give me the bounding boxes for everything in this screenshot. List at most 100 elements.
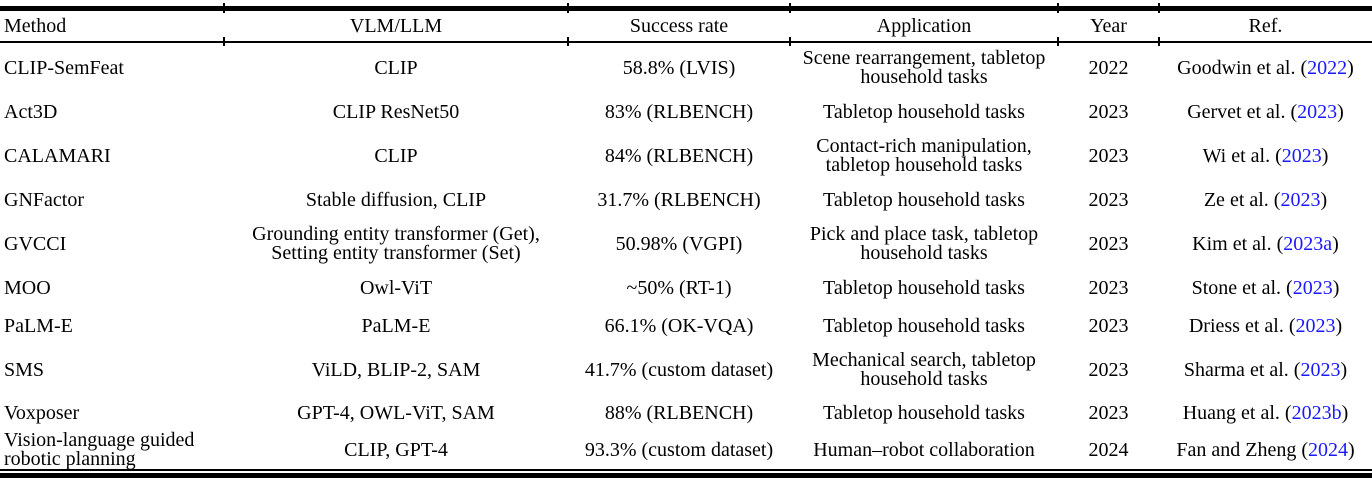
method-cell: MOO (4, 276, 51, 299)
vlm-llm-cell: Owl-ViT (359, 276, 433, 299)
ref-cell: Stone et al. (2023) (1159, 269, 1372, 307)
ref-suffix: ) (1320, 188, 1328, 211)
column-rule-tick (789, 37, 791, 46)
application-cell: Tabletop household tasks (823, 188, 1025, 211)
table-row: Vision-language guided robotic planning … (0, 430, 1372, 471)
year-cell: 2023 (1088, 100, 1129, 123)
column-rule-tick (1158, 3, 1160, 13)
method-cell: GVCCI (4, 232, 67, 255)
citation-year-link[interactable]: 2023a (1283, 232, 1333, 255)
col-header-method: Method (0, 8, 224, 43)
vlm-llm-cell: CLIP (374, 144, 418, 167)
year-cell: 2023 (1088, 188, 1129, 211)
success-rate-cell: 84% (RLBENCH) (604, 144, 754, 167)
ref-authors: Sharma et al. ( (1183, 358, 1301, 381)
method-cell: CLIP-SemFeat (4, 56, 124, 79)
ref-cell: Kim et al. (2023a) (1159, 219, 1372, 269)
ref-suffix: ) (1332, 276, 1340, 299)
column-rule-tick (223, 3, 225, 13)
col-header-year: Year (1058, 8, 1159, 43)
year-cell: 2023 (1088, 276, 1129, 299)
citation-year-link[interactable]: 2023 (1281, 144, 1322, 167)
application-cell: Scene rearrangement, tabletop household … (802, 47, 1046, 88)
year-cell: 2023 (1088, 401, 1129, 424)
ref-suffix: ) (1347, 438, 1355, 461)
column-rule-tick (1057, 37, 1059, 46)
citation-year-link[interactable]: 2023 (1295, 314, 1336, 337)
success-rate-cell: 93.3% (custom dataset) (568, 431, 790, 471)
success-rate-cell: 83% (RLBENCH) (604, 100, 754, 123)
year-cell: 2023 (1088, 314, 1129, 337)
application-cell: Contact-rich manipulation, tabletop hous… (816, 135, 1032, 176)
table-row: Act3D CLIP ResNet50 83% (RLBENCH) Tablet… (0, 93, 1372, 131)
citation-year-link[interactable]: 2023 (1292, 276, 1333, 299)
application-cell: Tabletop household tasks (823, 276, 1025, 299)
column-rule-tick (223, 37, 225, 46)
table-row: PaLM-E PaLM-E 66.1% (OK-VQA) Tabletop ho… (0, 307, 1372, 345)
column-rule-tick (1158, 37, 1160, 46)
ref-suffix: ) (1321, 144, 1329, 167)
success-rate-cell: 41.7% (custom dataset) (584, 358, 774, 381)
column-rule-tick (567, 37, 569, 46)
ref-cell: Sharma et al. (2023) (1159, 345, 1372, 395)
year-cell: 2024 (1058, 431, 1159, 471)
ref-authors: Huang et al. ( (1182, 401, 1292, 424)
table-row: CALAMARI CLIP 84% (RLBENCH) Contact-rich… (0, 131, 1372, 181)
success-rate-cell: 88% (RLBENCH) (604, 401, 754, 424)
vlm-llm-cell: ViLD, BLIP-2, SAM (311, 358, 481, 381)
citation-year-link[interactable]: 2023 (1300, 358, 1341, 381)
application-cell: Tabletop household tasks (823, 401, 1025, 424)
citation-year-link[interactable]: 2023b (1291, 401, 1342, 424)
method-cell: Voxposer (4, 401, 80, 424)
vlm-llm-cell: CLIP (374, 56, 418, 79)
ref-authors: Stone et al. ( (1191, 276, 1293, 299)
ref-cell: Ze et al. (2023) (1159, 181, 1372, 219)
method-cell: Vision-language guided robotic planning (0, 430, 224, 471)
ref-authors: Wi et al. ( (1202, 144, 1282, 167)
ref-cell: Goodwin et al. (2022) (1159, 42, 1372, 93)
ref-authors: Fan and Zheng ( (1176, 438, 1308, 461)
column-rule-tick (789, 3, 791, 13)
ref-suffix: ) (1340, 358, 1348, 381)
year-cell: 2023 (1088, 144, 1129, 167)
ref-cell: Driess et al. (2023) (1159, 307, 1372, 345)
ref-suffix: ) (1337, 100, 1344, 123)
vlm-llm-cell: CLIP ResNet50 (332, 100, 460, 123)
application-cell: Human–robot collaboration (790, 431, 1058, 471)
ref-authors: Driess et al. ( (1188, 314, 1296, 337)
ref-authors: Goodwin et al. ( (1177, 56, 1308, 79)
application-cell: Tabletop household tasks (823, 314, 1025, 337)
method-cell: GNFactor (4, 188, 84, 211)
table-row: MOO Owl-ViT ~50% (RT-1) Tabletop househo… (0, 269, 1372, 307)
success-rate-cell: 66.1% (OK-VQA) (604, 314, 754, 337)
vlm-llm-cell: GPT-4, OWL-ViT, SAM (297, 401, 495, 424)
ref-suffix: ) (1341, 401, 1349, 424)
ref-authors: Kim et al. ( (1192, 232, 1284, 255)
ref-suffix: ) (1332, 232, 1339, 255)
success-rate-cell: 31.7% (RLBENCH) (597, 188, 761, 211)
column-rule-tick (567, 3, 569, 13)
vlm-llm-cell: Stable diffusion, CLIP (305, 188, 487, 211)
citation-year-link[interactable]: 2022 (1307, 56, 1348, 79)
col-header-vlm-llm: VLM/LLM (224, 8, 568, 43)
col-header-success-rate: Success rate (568, 8, 790, 43)
table-row: GNFactor Stable diffusion, CLIP 31.7% (R… (0, 181, 1372, 219)
table-row: GVCCI Grounding entity transformer (Get)… (0, 219, 1372, 269)
application-cell: Mechanical search, tabletop household ta… (812, 349, 1036, 390)
application-cell: Tabletop household tasks (823, 100, 1025, 123)
method-cell: SMS (4, 358, 45, 381)
citation-year-link[interactable]: 2023 (1297, 100, 1338, 123)
ref-cell: Fan and Zheng (2024) (1159, 431, 1372, 471)
table-row: CLIP-SemFeat CLIP 58.8% (LVIS) Scene rea… (0, 42, 1372, 93)
ref-cell: Gervet et al. (2023) (1159, 93, 1372, 131)
year-cell: 2022 (1088, 56, 1129, 79)
citation-year-link[interactable]: 2024 (1307, 438, 1348, 461)
method-cell: PaLM-E (4, 314, 73, 337)
citation-year-link[interactable]: 2023 (1280, 188, 1321, 211)
year-cell: 2023 (1088, 358, 1129, 381)
success-rate-cell: 58.8% (LVIS) (622, 56, 736, 79)
vlm-llm-cell: PaLM-E (361, 314, 431, 337)
ref-authors: Ze et al. ( (1203, 188, 1281, 211)
application-cell: Pick and place task, tabletop household … (809, 223, 1039, 264)
